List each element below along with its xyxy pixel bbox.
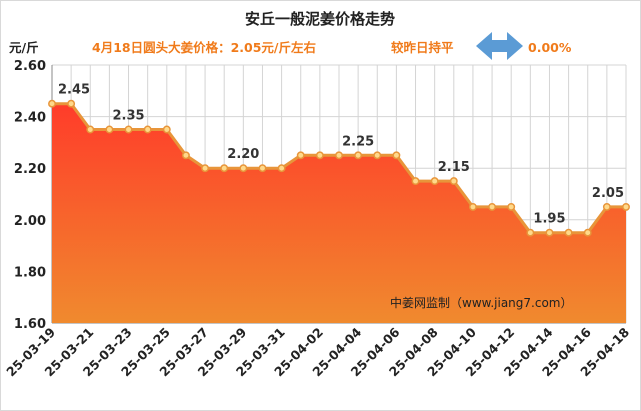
data-point: [354, 151, 363, 160]
compare-text: 较昨日持平: [391, 40, 454, 55]
data-point: [201, 164, 210, 173]
data-point: [602, 202, 611, 211]
left-right-arrow-icon: [476, 32, 523, 60]
data-point: [220, 164, 229, 173]
data-point: [258, 164, 267, 173]
data-point: [162, 125, 171, 134]
data-point: [622, 202, 630, 211]
change-percent: 0.00%: [528, 40, 572, 55]
data-label: 2.05: [592, 186, 624, 201]
data-label: 1.95: [533, 212, 565, 227]
data-point: [48, 99, 56, 108]
data-point: [545, 228, 554, 237]
y-axis-ticks: 1.60 1.80 2.00 2.20 2.40 2.60: [14, 59, 46, 332]
data-point: [315, 151, 324, 160]
data-point: [373, 151, 382, 160]
x-axis-ticks: 25-03-1925-03-2125-03-2325-03-2525-03-27…: [3, 324, 632, 379]
data-point: [526, 228, 535, 237]
data-point: [564, 228, 573, 237]
data-point: [296, 151, 305, 160]
data-point: [181, 151, 190, 160]
data-label: 2.20: [227, 147, 259, 162]
data-label: 2.25: [342, 134, 374, 149]
data-labels: 2.45 2.35 2.20 2.25 2.15 1.95 2.05: [58, 83, 624, 227]
data-point: [488, 202, 497, 211]
data-point: [430, 177, 439, 186]
price-markers: [48, 99, 630, 237]
watermark: 中姜网监制（www.jiang7.com）: [390, 295, 572, 310]
data-point: [335, 151, 343, 160]
y-tick-label: 2.40: [14, 111, 46, 126]
data-point: [411, 177, 420, 186]
y-tick-label: 2.60: [14, 59, 46, 74]
data-point: [468, 202, 477, 211]
data-point: [449, 177, 458, 186]
chart-title: 安丘一般泥姜价格走势: [245, 10, 395, 28]
data-label: 2.45: [58, 83, 90, 98]
area-fill: [52, 103, 626, 323]
data-point: [124, 125, 133, 134]
y-tick-label: 2.20: [14, 162, 46, 177]
data-point: [507, 202, 516, 211]
data-point: [239, 164, 248, 173]
data-point: [392, 151, 401, 160]
data-point: [86, 125, 95, 134]
y-tick-label: 1.80: [14, 265, 46, 280]
data-point: [143, 125, 152, 134]
data-point: [583, 228, 592, 237]
y-tick-label: 2.00: [14, 214, 46, 229]
data-point: [67, 99, 76, 108]
price-headline: 4月18日圆头大姜价格：2.05元/斤左右: [92, 40, 316, 55]
y-axis-unit: 元/斤: [9, 40, 39, 55]
data-point: [105, 125, 114, 134]
data-point: [277, 164, 286, 173]
y-tick-label: 1.60: [14, 317, 46, 332]
price-area: [52, 103, 626, 323]
data-label: 2.15: [438, 160, 470, 175]
data-label: 2.35: [112, 109, 144, 124]
